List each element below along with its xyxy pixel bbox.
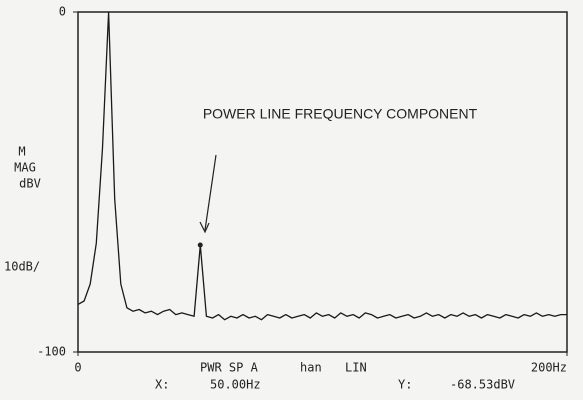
- x-tick-label: 0: [74, 361, 81, 375]
- status-y-value: -68.53dBV: [450, 378, 515, 392]
- status-mode: PWR SP A: [200, 361, 259, 375]
- y-label: MAG: [14, 161, 36, 175]
- status-y-name: Y:: [398, 378, 412, 392]
- annotation-arrow: [204, 154, 217, 231]
- x-tick-label: 200Hz: [531, 361, 567, 375]
- status-window: han: [300, 361, 322, 375]
- y-scale: 10dB/: [4, 260, 40, 274]
- y-tick-label: 0: [59, 5, 66, 19]
- y-label: dBV: [19, 177, 41, 191]
- status-scale: LIN: [345, 361, 367, 375]
- plot-frame: [77, 11, 568, 353]
- arrow-head: [199, 221, 210, 234]
- y-label: M: [18, 145, 25, 159]
- cursor-marker: [197, 242, 203, 248]
- y-tick-label: -100: [37, 345, 66, 359]
- status-x-value: 50.00Hz: [210, 378, 261, 392]
- status-x-name: X:: [155, 378, 169, 392]
- annotation: POWER LINE FREQUENCY COMPONENT: [203, 106, 478, 122]
- spectrum-line: [77, 11, 567, 321]
